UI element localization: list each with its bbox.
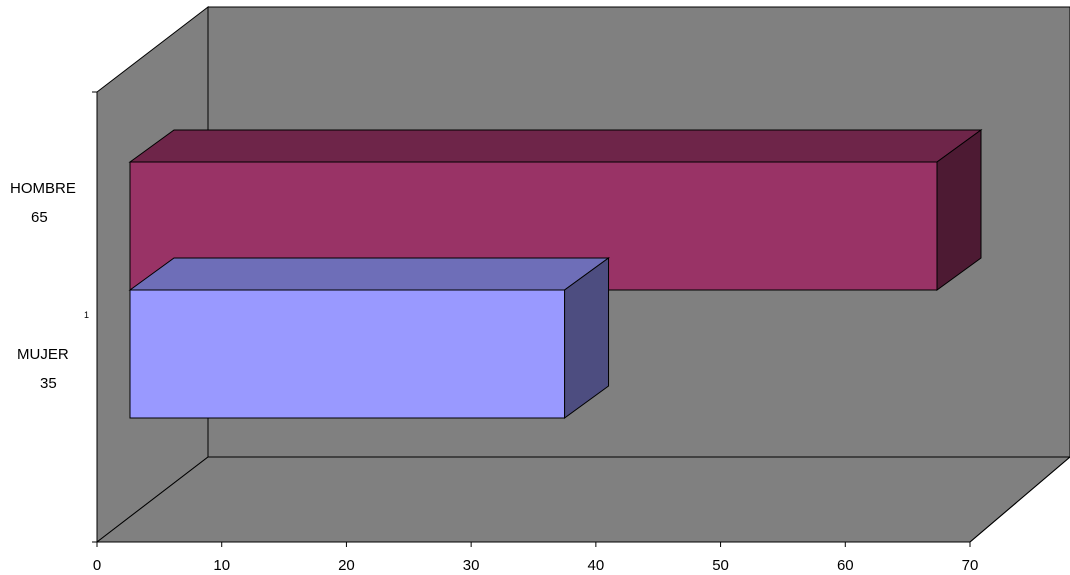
bar-top-face — [128, 129, 983, 163]
series-label-hombre-name: HOMBRE — [10, 180, 76, 197]
bar-front-face — [129, 289, 566, 419]
series-label-hombre-value: 65 — [31, 209, 48, 226]
x-tick-label: 20 — [338, 557, 355, 574]
x-tick-label: 40 — [588, 557, 605, 574]
series-label-mujer-name: MUJER — [17, 346, 69, 363]
x-tick-label: 30 — [463, 557, 480, 574]
x-tick-label: 60 — [837, 557, 854, 574]
category-tick-label: 1 — [84, 310, 89, 320]
series-label-mujer-value: 35 — [40, 375, 57, 392]
floor-right-edge — [969, 456, 1070, 543]
floor — [95, 456, 1070, 543]
axis-group: 0 10 20 30 40 50 60 70 — [92, 91, 979, 574]
bar-top-face — [128, 257, 611, 291]
x-tick-label: 70 — [962, 557, 979, 574]
x-tick-label: 50 — [712, 557, 729, 574]
x-tick-label: 10 — [213, 557, 230, 574]
bars-group — [128, 129, 983, 419]
labels-group: 1 HOMBRE 65 MUJER 35 — [10, 180, 89, 392]
x-tick-label: 0 — [93, 557, 101, 574]
bar-0 — [128, 257, 611, 419]
